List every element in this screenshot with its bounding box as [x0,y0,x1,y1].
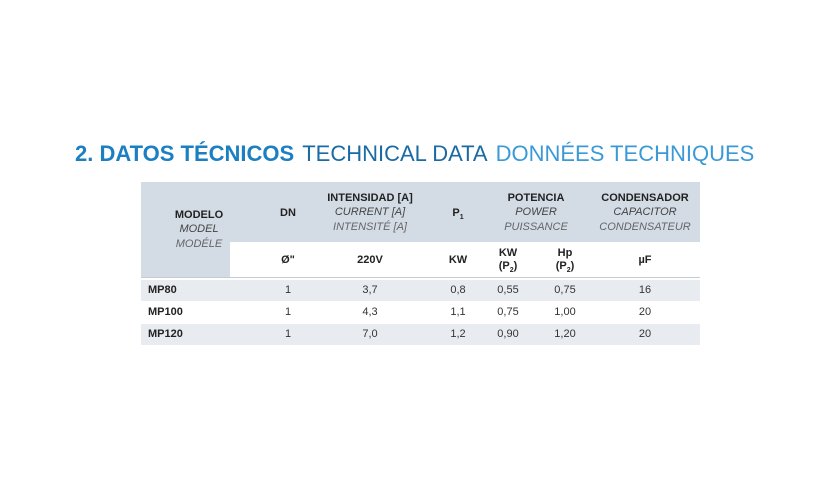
table-cell: 7,0 [362,328,378,340]
header-dn: DN [280,207,296,219]
unit-current: 220V [357,254,383,266]
header-rule [141,277,700,278]
unit-kw-close: ) [513,260,518,272]
header-model-es: MODELO [174,209,224,221]
unit-hp-label: Hp [557,247,573,259]
table-row [141,302,700,323]
header-power-es: POTENCIA [507,192,565,204]
title-en: TECHNICAL DATA [302,141,488,166]
table-cell: 1 [284,284,292,296]
table-cell: 1,20 [554,328,576,340]
unit-kw-open: (P [498,260,510,272]
header-current-fr: INTENSITÉ [A] [333,221,407,233]
table-cell: 0,55 [497,284,519,296]
table-cell: 1,2 [450,328,466,340]
unit-p1: KW [448,254,468,266]
header-model-fr: MODÉLE [175,238,223,250]
title-es: 2. DATOS TÉCNICOS [75,141,295,166]
table-cell: 3,7 [362,284,378,296]
table-cell: 16 [638,284,652,296]
header-power-en: POWER [515,206,557,218]
model-cell: MP120 [148,328,183,340]
unit-capacitor: µF [638,254,652,266]
unit-hp-sub: 2 [566,267,571,275]
table-cell: 4,3 [362,306,378,318]
table-cell: 20 [638,306,652,318]
unit-kw-label: KW [498,247,518,259]
unit-hp-open: (P [555,260,567,272]
model-header-bg [141,242,230,277]
p-symbol: P [452,207,460,219]
table-cell: 0,75 [497,306,519,318]
header-p1: P1 [452,207,463,221]
header-power-fr: PUISSANCE [504,221,568,233]
table-cell: 0,75 [554,284,576,296]
header-current-es: INTENSIDAD [A] [327,192,413,204]
unit-hp: Hp (P2) [556,247,575,277]
unit-kw-sub: 2 [509,267,514,275]
table-cell: 1 [284,328,292,340]
table-row [141,280,700,301]
unit-kw: KW (P2) [499,247,518,277]
title-fr: DONNÉES TECHNIQUES [495,141,755,166]
header-capacitor-fr: CONDENSATEUR [599,221,691,233]
table-cell: 1,1 [450,306,466,318]
header-capacitor-en: CAPACITOR [613,206,677,218]
header-bg [141,182,700,242]
section-title: 2. DATOS TÉCNICOS TECHNICAL DATA DONNÉES T… [75,141,754,167]
model-cell: MP100 [148,306,183,318]
p-sub: 1 [459,214,464,222]
header-current-en: CURRENT [A] [334,206,406,218]
table-cell: 0,8 [450,284,466,296]
header-model-en: MODEL [179,223,219,235]
model-cell: MP80 [148,284,177,296]
table-cell: 20 [638,328,652,340]
table-cell: 1,00 [554,306,576,318]
header-capacitor-es: CONDENSADOR [601,192,689,204]
unit-dn: Ø" [281,254,295,266]
table-row [141,324,700,345]
table-cell: 0,90 [497,328,519,340]
table-cell: 1 [284,306,292,318]
unit-hp-close: ) [570,260,575,272]
